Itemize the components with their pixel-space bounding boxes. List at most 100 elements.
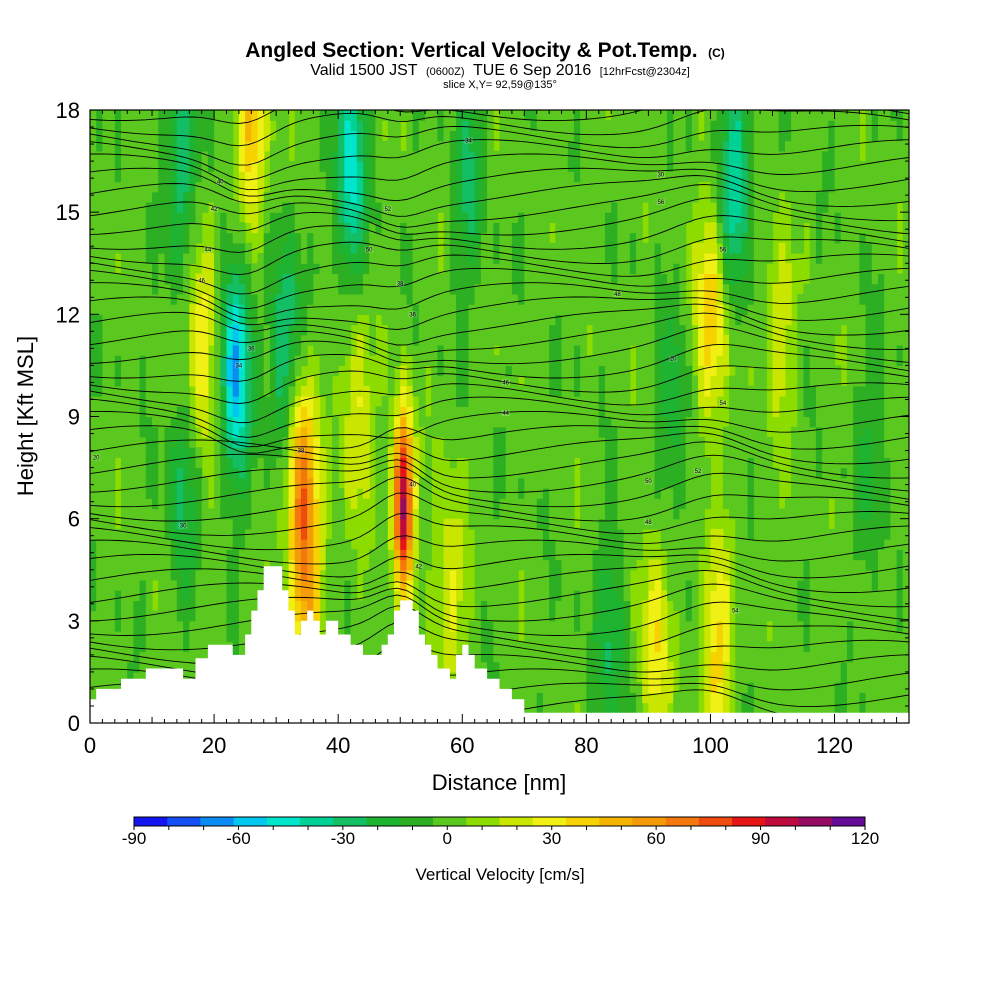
velocity-cell <box>127 355 135 367</box>
velocity-cell <box>536 447 544 458</box>
velocity-cell <box>331 426 339 438</box>
velocity-cell <box>145 651 153 663</box>
velocity-cell <box>263 477 271 489</box>
velocity-cell <box>145 283 153 295</box>
velocity-cell <box>313 579 321 591</box>
velocity-cell <box>536 426 544 438</box>
velocity-cell <box>604 334 612 346</box>
velocity-cell <box>319 344 327 356</box>
velocity-cell <box>412 171 420 183</box>
velocity-cell <box>195 110 203 121</box>
velocity-cell <box>400 222 408 234</box>
velocity-cell <box>220 600 228 612</box>
velocity-cell <box>121 385 128 397</box>
velocity-cell <box>369 161 376 172</box>
velocity-cell <box>257 569 265 581</box>
velocity-cell <box>245 620 252 632</box>
velocity-cell <box>542 375 550 387</box>
velocity-cell <box>443 232 451 244</box>
velocity-cell <box>511 651 519 663</box>
velocity-cell <box>480 590 488 601</box>
velocity-cell <box>108 579 116 591</box>
velocity-cell <box>90 661 97 673</box>
velocity-cell <box>406 283 414 295</box>
velocity-cell <box>511 457 519 469</box>
velocity-cell <box>524 447 532 458</box>
plot-area: 2030343638404244464850525456203034363840… <box>90 110 909 723</box>
velocity-cell <box>195 396 203 407</box>
velocity-cell <box>121 171 128 183</box>
velocity-cell <box>406 416 414 428</box>
velocity-cell <box>418 385 426 397</box>
velocity-cell <box>598 120 606 132</box>
velocity-cell <box>127 559 135 571</box>
velocity-cell <box>356 201 364 213</box>
velocity-cell <box>586 498 594 510</box>
velocity-cell <box>257 396 265 407</box>
velocity-cell <box>139 222 147 234</box>
velocity-cell <box>183 671 190 683</box>
velocity-cell <box>269 314 277 326</box>
velocity-cell <box>282 222 290 234</box>
velocity-cell <box>288 447 296 458</box>
velocity-cell <box>456 416 463 428</box>
velocity-cell <box>530 375 538 387</box>
velocity-cell <box>232 549 240 561</box>
velocity-cell <box>449 447 457 458</box>
velocity-cell <box>375 436 383 448</box>
velocity-cell <box>96 467 103 479</box>
velocity-cell <box>480 498 488 510</box>
velocity-cell <box>300 273 308 285</box>
velocity-cell <box>518 508 525 520</box>
velocity-cell <box>102 539 110 550</box>
velocity-cell <box>152 641 159 653</box>
velocity-cell <box>536 232 544 244</box>
velocity-cell <box>381 212 389 223</box>
velocity-cell <box>387 273 395 285</box>
velocity-cell <box>617 222 625 234</box>
velocity-cell <box>580 467 587 479</box>
velocity-cell <box>344 263 352 275</box>
velocity-cell <box>394 477 401 489</box>
velocity-cell <box>431 396 439 407</box>
velocity-cell <box>586 222 594 234</box>
velocity-cell <box>487 508 494 520</box>
velocity-cell <box>592 314 600 326</box>
velocity-cell <box>487 457 494 469</box>
velocity-cell <box>480 416 488 428</box>
velocity-cell <box>96 253 103 264</box>
velocity-cell <box>400 181 408 193</box>
velocity-cell <box>412 273 420 285</box>
velocity-cell <box>642 150 649 162</box>
velocity-cell <box>307 110 314 121</box>
velocity-cell <box>549 242 556 254</box>
velocity-cell <box>425 263 432 275</box>
velocity-cell <box>189 150 197 162</box>
velocity-cell <box>114 549 122 561</box>
velocity-cell <box>592 171 600 183</box>
velocity-cell <box>611 314 618 326</box>
velocity-cell <box>536 518 544 530</box>
velocity-cell <box>499 140 507 152</box>
velocity-cell <box>207 171 215 183</box>
velocity-cell <box>338 110 345 121</box>
velocity-cell <box>245 610 252 622</box>
velocity-cell <box>536 600 544 612</box>
velocity-cell <box>152 293 159 305</box>
velocity-cell <box>127 324 135 336</box>
velocity-cell <box>176 314 184 326</box>
velocity-cell <box>499 590 507 601</box>
velocity-cell <box>114 293 122 305</box>
velocity-cell <box>549 661 556 673</box>
velocity-cell <box>338 498 345 510</box>
velocity-cell <box>549 671 556 683</box>
velocity-cell <box>499 344 507 356</box>
velocity-cell <box>263 365 271 377</box>
velocity-cell <box>145 508 153 520</box>
velocity-cell <box>449 436 457 448</box>
velocity-cell <box>263 396 271 407</box>
velocity-cell <box>480 457 488 469</box>
velocity-cell <box>642 457 649 469</box>
velocity-cell <box>139 120 147 132</box>
velocity-cell <box>170 120 178 132</box>
